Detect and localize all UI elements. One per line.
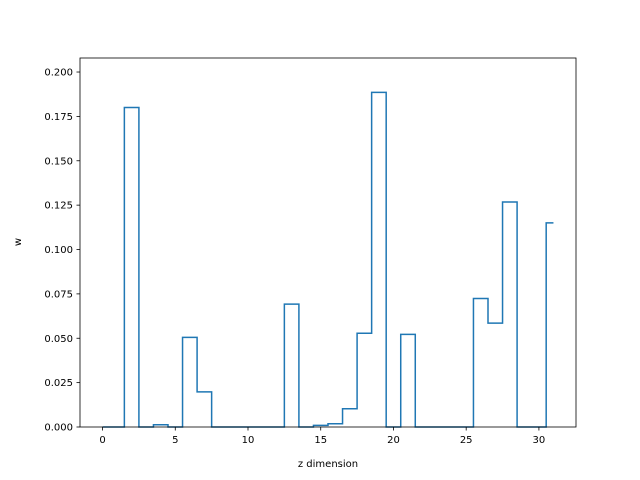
y-tick-label: 0.125 bbox=[44, 201, 73, 212]
y-tick-label: 0.100 bbox=[44, 245, 73, 256]
y-tick-label: 0.150 bbox=[44, 156, 73, 167]
x-axis-label: z dimension bbox=[298, 459, 358, 470]
x-tick-label: 15 bbox=[314, 435, 327, 446]
y-tick-label: 0.050 bbox=[44, 334, 73, 345]
x-tick-label: 25 bbox=[460, 435, 473, 446]
y-axis: 0.000 0.025 0.050 0.075 0.100 0.125 0.150 0.175… bbox=[44, 68, 80, 434]
plot-area bbox=[102, 91, 554, 428]
x-axis: 0 5 10 15 20 25 30 bbox=[99, 427, 545, 446]
y-tick-label: 0.000 bbox=[44, 423, 73, 434]
y-tick-label: 0.175 bbox=[44, 112, 73, 123]
y-tick-label: 0.200 bbox=[44, 68, 73, 79]
y-axis-label: w bbox=[13, 238, 24, 246]
series-line bbox=[102, 91, 554, 428]
y-tick-label: 0.075 bbox=[44, 289, 73, 300]
x-tick-label: 10 bbox=[242, 435, 255, 446]
x-tick-label: 20 bbox=[387, 435, 400, 446]
x-tick-label: 0 bbox=[99, 435, 105, 446]
axes-frame bbox=[79, 57, 577, 428]
y-tick-label: 0.025 bbox=[44, 378, 73, 389]
x-tick-label: 30 bbox=[533, 435, 546, 446]
x-tick-label: 5 bbox=[172, 435, 178, 446]
